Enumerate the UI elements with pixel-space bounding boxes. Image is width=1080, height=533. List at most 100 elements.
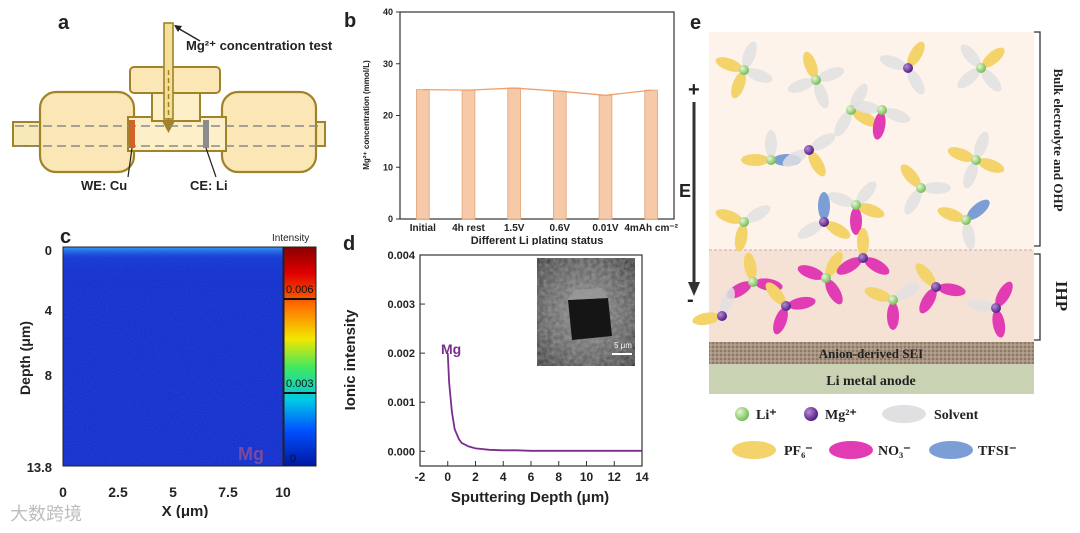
sol-molecule (852, 100, 881, 114)
li-ion (851, 200, 861, 210)
sei-layer (709, 342, 1034, 364)
watermark: 大数跨境 (10, 504, 82, 525)
sol-molecule (879, 55, 907, 70)
d-xtick: 12 (608, 470, 622, 484)
legend-label: Li⁺ (756, 408, 777, 423)
b-xtick: 0.01V (592, 223, 618, 234)
sol-molecule (787, 78, 815, 93)
d-xtick: 14 (635, 470, 649, 484)
li-ion-icon (735, 407, 749, 421)
sol-molecule (827, 192, 855, 207)
c-xtick: 5 (169, 484, 177, 500)
li-ion (916, 183, 926, 193)
pf-molecule (857, 228, 869, 256)
legend: Li⁺ Mg²⁺ Solvent PF₆⁻ NO₃⁻ TFSI⁻ (732, 405, 1017, 459)
panel-label-c: c (60, 226, 72, 248)
li-ion (766, 155, 776, 165)
sol-molecule (817, 67, 845, 82)
no-molecule (919, 288, 937, 314)
pf-molecule (765, 282, 786, 306)
no-molecule (773, 307, 788, 335)
c-xtick: 2.5 (108, 484, 128, 500)
cell-schematic: Mg²⁺ concentration test WE: Cu CE: Li (12, 22, 333, 193)
li-ion (821, 273, 831, 283)
b-ylabel: Mg²⁺ concentration (mmol/L) (362, 60, 371, 170)
d-xtick: 2 (472, 470, 479, 484)
sol-molecule (981, 68, 1002, 92)
no-molecule (787, 296, 816, 310)
mg-ion-icon (804, 407, 818, 421)
c-xlabel: X (μm) (162, 503, 209, 518)
legend-label: PF₆⁻ (784, 444, 813, 459)
pf-molecule (857, 203, 885, 218)
edl-schematic: Anion-derived SEI Li metal anode + E - B… (679, 31, 1071, 459)
we-electrode (129, 120, 135, 148)
d-ytick: 0.004 (387, 250, 415, 262)
b-ytick: 30 (383, 59, 393, 69)
mg-ion (991, 303, 1001, 313)
b-ytick: 0 (388, 214, 393, 224)
no-molecule (825, 279, 843, 305)
pf-molecule (808, 151, 826, 177)
anode-layer (709, 364, 1034, 394)
pf-molecule (803, 51, 818, 79)
sol-molecule (974, 131, 989, 159)
sol-molecule (883, 108, 911, 123)
left-chamber (38, 90, 136, 174)
no-molecule (836, 257, 862, 275)
d-ytick: 0.002 (387, 348, 415, 360)
li-ion (739, 217, 749, 227)
li-ion (739, 65, 749, 75)
d-ytick: 0.001 (387, 397, 415, 409)
element-label: Mg (238, 444, 264, 464)
colorbar-title: Intensity (272, 233, 309, 244)
sol-molecule (745, 205, 771, 223)
b-ytick: 20 (383, 111, 393, 121)
li-ion (961, 215, 971, 225)
sol-molecule (834, 111, 852, 137)
sei-label: Anion-derived SEI (819, 346, 923, 361)
mg-ion (931, 282, 941, 292)
bar (461, 89, 476, 220)
ce-electrode (203, 120, 209, 148)
right-chamber (220, 90, 318, 174)
c-ytick: 0 (45, 243, 52, 258)
pf-molecule (947, 147, 975, 162)
d-xtick: 6 (528, 470, 535, 484)
no-molecule (995, 281, 1013, 307)
li-ion (877, 105, 887, 115)
sol-molecule (904, 189, 922, 215)
sol-molecule (720, 287, 735, 315)
b-xtick: 1.5V (504, 223, 525, 234)
no-molecule (887, 302, 899, 330)
d-ytick: 0.000 (387, 446, 415, 458)
sol-molecule (856, 181, 877, 205)
pf-molecule (900, 164, 921, 188)
pf6-icon (732, 441, 776, 459)
sol-molecule (814, 81, 829, 109)
li-ion (976, 63, 986, 73)
panel-label-a: a (58, 12, 70, 34)
pf-molecule (743, 252, 757, 281)
panel-label-d: d (343, 233, 356, 255)
mg-ion (781, 301, 791, 311)
mg-ion (804, 145, 814, 155)
pf-molecule (977, 158, 1005, 173)
no-molecule (937, 283, 966, 297)
solvent-icon (882, 405, 926, 423)
b-xlabel: Different Li plating status (471, 235, 604, 245)
tfsi-icon (929, 441, 973, 459)
tf-molecule (966, 199, 990, 220)
sem-inset: 5 μm (537, 258, 635, 366)
c-ytick: 4 (45, 303, 53, 318)
legend-label: Mg²⁺ (825, 408, 857, 423)
colorbar (283, 246, 317, 467)
mg-ion (903, 63, 913, 73)
we-label: WE: Cu (81, 178, 127, 193)
d-ylabel: Ionic intensity (342, 309, 359, 411)
sol-molecule (810, 133, 836, 151)
no-molecule (992, 309, 1006, 338)
sol-molecule (923, 182, 951, 194)
pf-molecule (852, 109, 878, 127)
pf-molecule (825, 251, 843, 277)
